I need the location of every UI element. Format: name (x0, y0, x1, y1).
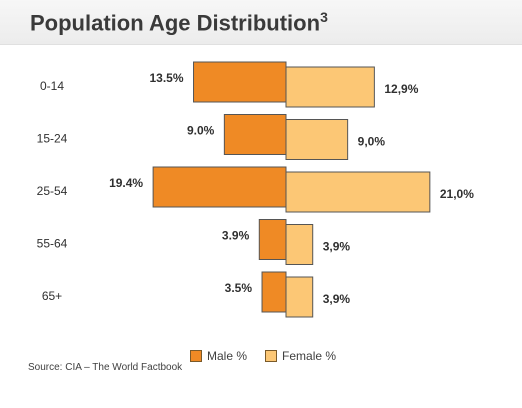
data-label-female-0-14: 12,9% (384, 82, 418, 96)
source-note: Source: CIA – The World Factbook (28, 362, 183, 373)
bar-female-15-24 (285, 119, 349, 160)
bar-male-65+ (261, 271, 287, 313)
bar-male-55-64 (258, 219, 287, 260)
bar-female-0-14 (285, 66, 375, 108)
chart-title: Population Age Distribution3 (30, 9, 328, 36)
tick-label-0-14: 0-14 (40, 79, 64, 93)
bar-male-15-24 (223, 114, 287, 155)
chart-title-text: Population Age Distribution (30, 10, 321, 36)
bar-female-25-54 (285, 171, 431, 213)
legend-label-male: Male % (207, 349, 248, 363)
bar-male-25-54 (152, 166, 287, 208)
data-label-female-15-24: 9,0% (358, 135, 386, 149)
data-label-female-55-64: 3,9% (323, 240, 351, 254)
tick-label-25-54: 25-54 (37, 184, 68, 198)
title-bar: Population Age Distribution3 (0, 0, 522, 45)
tick-label-15-24: 15-24 (37, 132, 68, 146)
data-label-male-0-14: 13.5% (149, 71, 183, 85)
data-label-male-55-64: 3.9% (222, 229, 250, 243)
legend-item-female: Female % (265, 349, 336, 363)
chart-legend: Male % Female % (190, 349, 336, 363)
tick-label-65+: 65+ (42, 289, 62, 303)
bar-female-65+ (285, 276, 314, 318)
data-label-male-65+: 3.5% (225, 281, 253, 295)
bar-male-0-14 (193, 61, 287, 103)
bar-female-55-64 (285, 224, 314, 265)
tick-label-55-64: 55-64 (37, 237, 68, 251)
data-label-female-65+: 3,9% (323, 292, 351, 306)
legend-label-female: Female % (282, 349, 337, 363)
legend-swatch-male (190, 350, 202, 362)
data-label-male-25-54: 19.4% (109, 176, 143, 190)
data-label-female-25-54: 21,0% (440, 187, 474, 201)
legend-swatch-female (265, 350, 278, 362)
data-label-male-15-24: 9.0% (187, 124, 215, 138)
chart-title-superscript: 3 (320, 9, 328, 25)
legend-item-male: Male % (190, 349, 247, 363)
